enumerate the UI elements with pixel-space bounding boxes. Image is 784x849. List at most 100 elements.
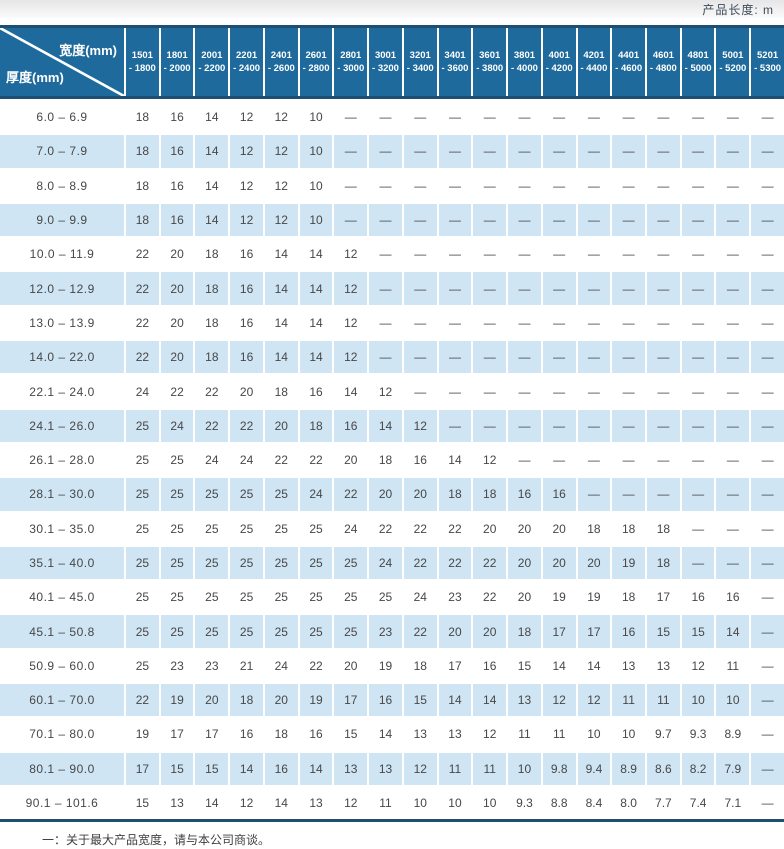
- table-cell-dash: —: [751, 101, 784, 134]
- column-header-to: - 2800: [302, 63, 330, 74]
- table-cell-max-length: 17: [195, 718, 229, 751]
- table-cell-dash: —: [681, 238, 715, 271]
- table-row: 6.0 – 6.9 18 16 14 12 12 10— — — — — — — — — — — — —: [0, 101, 784, 134]
- table-cell-dash: —: [542, 238, 576, 271]
- table-cell-max-length: 18: [195, 341, 229, 374]
- table-cell-max-length: 17: [438, 649, 472, 683]
- table-cell-max-length: 15: [195, 752, 229, 785]
- table-cell-dash: —: [369, 272, 402, 305]
- table-cell-max-length: 14: [716, 615, 750, 648]
- table-cell-max-length: 18: [369, 443, 402, 477]
- column-header-to: - 4000: [510, 63, 538, 74]
- column-header-from: 4801: [687, 50, 709, 61]
- footnote-area: 一：关于最大产品宽度，请与本公司商谈。: [0, 822, 784, 849]
- column-header: 3801 - 4000: [508, 28, 541, 96]
- table-cell-max-length: 10: [299, 135, 333, 168]
- table-cell-max-length: 11: [438, 752, 472, 785]
- table-cell-dash: —: [438, 409, 472, 442]
- table-cell-max-length: 7.9: [716, 752, 750, 785]
- column-header-to: - 3400: [406, 63, 434, 74]
- table-cell-max-length: 16: [230, 238, 263, 271]
- table-cell-max-length: 10: [681, 684, 715, 717]
- table-cell-max-length: 16: [334, 409, 368, 442]
- table-cell-dash: —: [612, 101, 646, 134]
- column-header-from: 2401: [270, 50, 292, 61]
- table-cell-dash: —: [681, 512, 715, 545]
- table-cell-dash: —: [508, 375, 541, 408]
- table-cell-dash: —: [334, 101, 368, 134]
- table-cell-max-length: 18: [612, 512, 646, 545]
- table-cell-dash: —: [647, 135, 680, 168]
- table-cell-dash: —: [403, 341, 437, 374]
- table-cell-max-length: 18: [126, 203, 159, 237]
- table-cell-dash: —: [612, 341, 646, 374]
- table-cell-dash: —: [577, 375, 611, 408]
- table-cell-dash: —: [473, 272, 507, 305]
- table-cell-max-length: 14: [195, 135, 229, 168]
- table-cell-max-length: 16: [612, 615, 646, 648]
- table-cell-max-length: 10: [612, 718, 646, 751]
- table-cell-max-length: 14: [299, 238, 333, 271]
- table-cell-max-length: 16: [716, 581, 750, 614]
- table-cell-dash: —: [473, 169, 507, 202]
- table-cell-max-length: 16: [299, 718, 333, 751]
- table-cell-max-length: 19: [126, 718, 159, 751]
- table-cell-max-length: 15: [334, 718, 368, 751]
- table-cell-max-length: 20: [264, 684, 298, 717]
- table-cell-dash: —: [647, 341, 680, 374]
- table-cell-max-length: 9.7: [647, 718, 680, 751]
- table-row: 50.9 – 60.0 25 23 23 21 24 22 20 19 18 17 16 15 14 14 1…: [0, 649, 784, 683]
- table-cell-max-length: 17: [160, 718, 194, 751]
- table-cell-max-length: 14: [264, 341, 298, 374]
- table-cell-max-length: 23: [438, 581, 472, 614]
- table-cell-dash: —: [438, 169, 472, 202]
- table-cell-dash: —: [334, 203, 368, 237]
- table-cell-max-length: 22: [299, 443, 333, 477]
- table-cell-dash: —: [716, 238, 750, 271]
- table-cell-max-length: 16: [369, 684, 402, 717]
- table-cell-dash: —: [716, 512, 750, 545]
- table-cell-dash: —: [508, 169, 541, 202]
- table-cell-dash: —: [681, 203, 715, 237]
- table-cell-dash: —: [716, 478, 750, 511]
- table-cell-max-length: 18: [195, 306, 229, 340]
- table-cell-dash: —: [751, 512, 784, 545]
- table-cell-dash: —: [369, 306, 402, 340]
- table-cell-dash: —: [508, 238, 541, 271]
- table-cell-dash: —: [751, 443, 784, 477]
- table-row: 35.1 – 40.0 25 25 25 25 25 25 25 24 22 22 22 20 20 20 1…: [0, 546, 784, 580]
- table-cell-dash: —: [577, 135, 611, 168]
- table-cell-dash: —: [751, 169, 784, 202]
- row-label-thickness-range: 12.0 – 12.9: [0, 272, 124, 305]
- table-bottom-border: [0, 819, 784, 823]
- table-cell-dash: —: [681, 169, 715, 202]
- table-cell-max-length: 12: [230, 135, 263, 168]
- table-cell-max-length: 20: [508, 546, 541, 580]
- table-cell-max-length: 14: [264, 306, 298, 340]
- row-label-thickness-range: 50.9 – 60.0: [0, 649, 124, 683]
- table-cell-max-length: 22: [473, 546, 507, 580]
- diagonal-divider-line: [0, 28, 124, 96]
- table-cell-dash: —: [647, 375, 680, 408]
- table-cell-dash: —: [473, 409, 507, 442]
- row-label-thickness-range: 8.0 – 8.9: [0, 169, 124, 202]
- table-cell-max-length: 12: [264, 203, 298, 237]
- table-cell-max-length: 25: [160, 581, 194, 614]
- table-cell-max-length: 25: [195, 512, 229, 545]
- table-cell-max-length: 16: [160, 101, 194, 134]
- column-header: 3601 - 3800: [473, 28, 507, 96]
- table-row: 70.1 – 80.0 19 17 17 16 18 16 15 14 13 13 12 11 11 10 1…: [0, 718, 784, 751]
- table-cell-dash: —: [681, 306, 715, 340]
- table-cell-dash: —: [542, 341, 576, 374]
- table-cell-max-length: 25: [126, 581, 159, 614]
- table-row: 40.1 – 45.0 25 25 25 25 25 25 25 25 24 23 22 20 19 19 1…: [0, 581, 784, 614]
- table-cell-dash: —: [681, 135, 715, 168]
- table-cell-max-length: 18: [299, 409, 333, 442]
- row-label-thickness-range: 45.1 – 50.8: [0, 615, 124, 648]
- table-cell-dash: —: [542, 272, 576, 305]
- table-cell-max-length: 10: [508, 752, 541, 785]
- table-cell-dash: —: [542, 169, 576, 202]
- table-cell-max-length: 13: [508, 684, 541, 717]
- table-cell-dash: —: [508, 272, 541, 305]
